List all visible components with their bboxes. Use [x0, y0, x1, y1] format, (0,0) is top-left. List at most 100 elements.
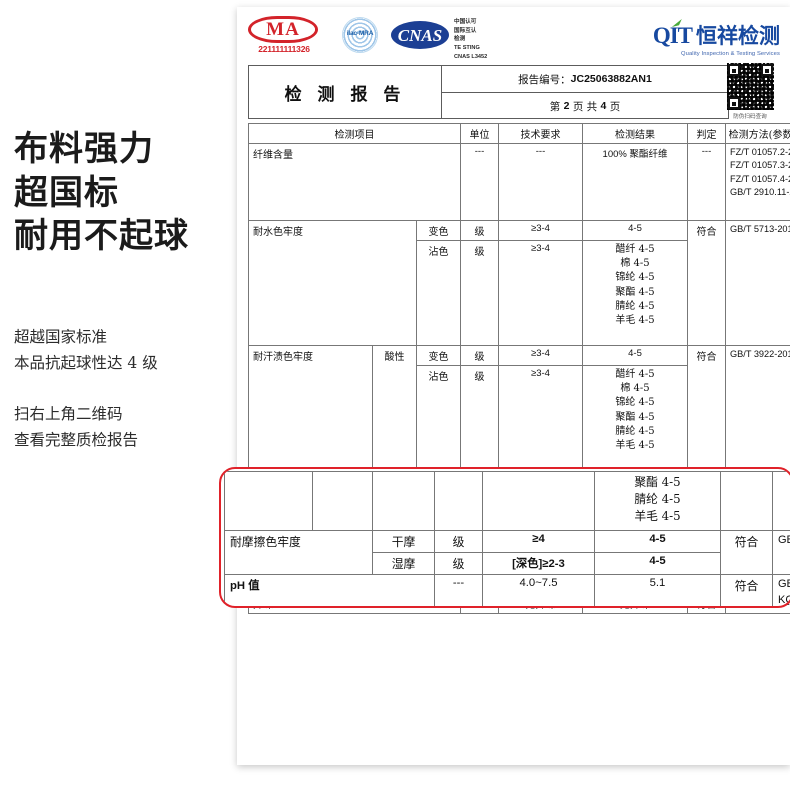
result-line: 棉 4-5 [620, 258, 650, 270]
cell-unit: 级 [460, 240, 499, 346]
qr-caption: 防伪扫码查询 [733, 113, 767, 120]
magnified-row: 聚酯 4-5 腈纶 4-5 羊毛 4-5 [224, 471, 790, 531]
subtext-1-line-2: 本品抗起球性达 4 级 [14, 353, 158, 372]
cell-result: 4-5 [582, 345, 688, 366]
cnas-text-line-4: TE STING [454, 44, 480, 51]
marketing-subtext-qrhint: 扫右上角二维码 查看完整质检报告 [14, 402, 229, 453]
cell-unit: 级 [460, 345, 499, 366]
page-prefix: 第 [549, 100, 561, 113]
cell-subitem: 沾色 [416, 240, 461, 346]
page-middle: 页 共 [572, 100, 598, 113]
cell-method [772, 471, 790, 531]
method-line: FZ/T 01057.3-2007, [730, 160, 790, 171]
subtext-2-line-2: 查看完整质检报告 [14, 430, 139, 449]
th-requirement: 技术要求 [498, 123, 583, 144]
cell-result: 聚酯 4-5 腈纶 4-5 羊毛 4-5 [594, 471, 721, 531]
cell-verdict: 符合 [687, 220, 726, 346]
cell-unit: 级 [460, 220, 499, 241]
headline-line-3: 耐用不起球 [14, 216, 189, 257]
result-line: 羊毛 4-5 [634, 508, 681, 523]
method-line: FZ/T 01057.2-2007, [730, 147, 790, 157]
cell-requirement: ≥3-4 [498, 365, 583, 471]
cell-requirement [482, 471, 595, 531]
qit-chinese-name: 恒祥检测 [696, 23, 780, 48]
report-number-row: 报告编号： JC25063882AN1 [442, 66, 728, 93]
result-line: 羊毛 4-5 [615, 314, 655, 326]
result-line: 腈纶 4-5 [634, 491, 681, 506]
qr-code-icon[interactable] [726, 63, 774, 110]
cell-item: 耐摩擦色牢度 [224, 530, 373, 575]
cell-requirement: --- [498, 143, 583, 221]
table-header-row: 检测项目 单位 技术要求 检测结果 判定 检测方法(参数说明) [248, 123, 790, 144]
report-number-label: 报告编号： [518, 73, 571, 86]
result-line: 羊毛 4-5 [615, 439, 655, 451]
qit-wordmark: QIT [652, 23, 693, 48]
test-report-document: MA 221111111326 ilac-MRA CNAS 中国认可 国际互认 … [237, 7, 790, 765]
result-line: 聚酯 4-5 [634, 475, 681, 489]
method-line: GB/T 2910.11-2009 [730, 187, 790, 198]
subtext-2-line-1: 扫右上角二维码 [14, 405, 123, 423]
cell-unit: 级 [434, 552, 483, 575]
magnified-table: 聚酯 4-5 腈纶 4-5 羊毛 4-5 耐摩擦色牢度 干摩 级 ≥4 4-5 … [224, 471, 790, 606]
method-line: KCL 萃 [778, 593, 790, 606]
cell-verdict: 符合 [720, 530, 773, 575]
cell-item: pH 值 [224, 574, 435, 606]
cell-method: GB/T 3 [772, 530, 790, 575]
cell-method: GB/T 7 KCL 萃 [772, 574, 790, 606]
cell-verdict: --- [687, 143, 726, 221]
cell-result: 4-5 [582, 220, 688, 241]
marketing-headline: 布料强力 超国标 耐用不起球 [14, 128, 224, 259]
ilac-mra-label: ilac-MRA [346, 30, 374, 37]
cell-subitem: 湿摩 [372, 552, 435, 575]
method-line: GB/T 7 [778, 578, 790, 590]
subtext-1-line-1: 超越国家标准 [14, 328, 108, 346]
cell-subitem: 变色 [416, 345, 461, 366]
cnas-text-line-5: CNAS L3452 [454, 53, 488, 60]
magnified-callout-content: 聚酯 4-5 腈纶 4-5 羊毛 4-5 耐摩擦色牢度 干摩 级 ≥4 4-5 … [221, 469, 790, 606]
cell-requirement: ≥3-4 [498, 220, 583, 241]
cell-method: GB/T 5713-2013 [725, 220, 790, 346]
cell-subitem-acid [312, 471, 373, 531]
cell-method: FZ/T 01057.2-2007, FZ/T 01057.3-2007, FZ… [725, 143, 790, 221]
magnified-row: 湿摩 级 [深色]≥2-3 4-5 [225, 552, 790, 575]
cell-verdict: 符合 [720, 574, 773, 606]
magnified-row: 耐摩擦色牢度 干摩 级 ≥4 4-5 符合 GB/T 3 [224, 530, 790, 575]
result-line: 醋纤 4-5 [615, 244, 655, 255]
cell-unit: 级 [434, 530, 483, 553]
report-title-box: 检 测 报 告 [248, 65, 442, 119]
table-row: 耐水色牢度 变色 级 ≥3-4 4-5 符合 GB/T 5713-2013 [248, 220, 790, 346]
cell-result: 5.1 [594, 574, 721, 606]
result-line: 聚酯 4-5 [615, 286, 655, 298]
cell-item [224, 471, 313, 531]
cell-result: 醋纤 4-5 棉 4-5 锦纶 4-5 聚酯 4-5 腈纶 4-5 羊毛 4-5 [582, 240, 688, 346]
cell-result: 4-5 [594, 530, 721, 553]
th-result: 检测结果 [582, 123, 688, 144]
th-method: 检测方法(参数说明) [725, 123, 790, 144]
cnas-text-line-2: 国际互认 [454, 27, 477, 34]
page-total: 4 [600, 100, 607, 112]
cell-result: 100% 聚酯纤维 [582, 143, 688, 221]
cell-requirement: ≥3-4 [498, 345, 583, 366]
cell-subitem: 沾色 [416, 365, 461, 471]
cnas-text-line-1: 中国认可 [454, 19, 477, 25]
cell-requirement: [深色]≥2-3 [482, 552, 595, 575]
table-row: 纤维含量 --- --- 100% 聚酯纤维 --- FZ/T 01057.2-… [248, 143, 790, 221]
result-line: 腈纶 4-5 [615, 425, 655, 437]
anti-counterfeit-qr-block[interactable]: 防伪扫码查询 [721, 63, 779, 120]
cell-result: 醋纤 4-5 棉 4-5 锦纶 4-5 聚酯 4-5 腈纶 4-5 羊毛 4-5 [582, 365, 688, 471]
qit-tagline: Quality Inspection & Testing Services [681, 51, 780, 57]
result-line: 锦纶 4-5 [615, 272, 655, 284]
result-line: 醋纤 4-5 [615, 369, 655, 380]
ma-certification-logo: MA 221111111326 [248, 16, 320, 54]
table-row: 耐汗渍色牢度 酸性 变色 级 ≥3-4 4-5 符合 GB/T 3922-201… [248, 345, 790, 522]
cell-requirement: ≥3-4 [498, 240, 583, 346]
page-current: 2 [563, 100, 570, 112]
ilac-mra-icon [342, 17, 378, 53]
cell-unit [434, 471, 483, 531]
report-number-value: JC25063882AN1 [570, 73, 652, 85]
th-verdict: 判定 [687, 123, 726, 144]
cnas-text-line-3: 检测 [454, 36, 466, 43]
cell-verdict [720, 471, 773, 531]
cell-subitem: 干摩 [372, 530, 435, 553]
qit-brand-logo: QIT 恒祥检测 Quality Inspection & Testing Se… [653, 20, 780, 57]
